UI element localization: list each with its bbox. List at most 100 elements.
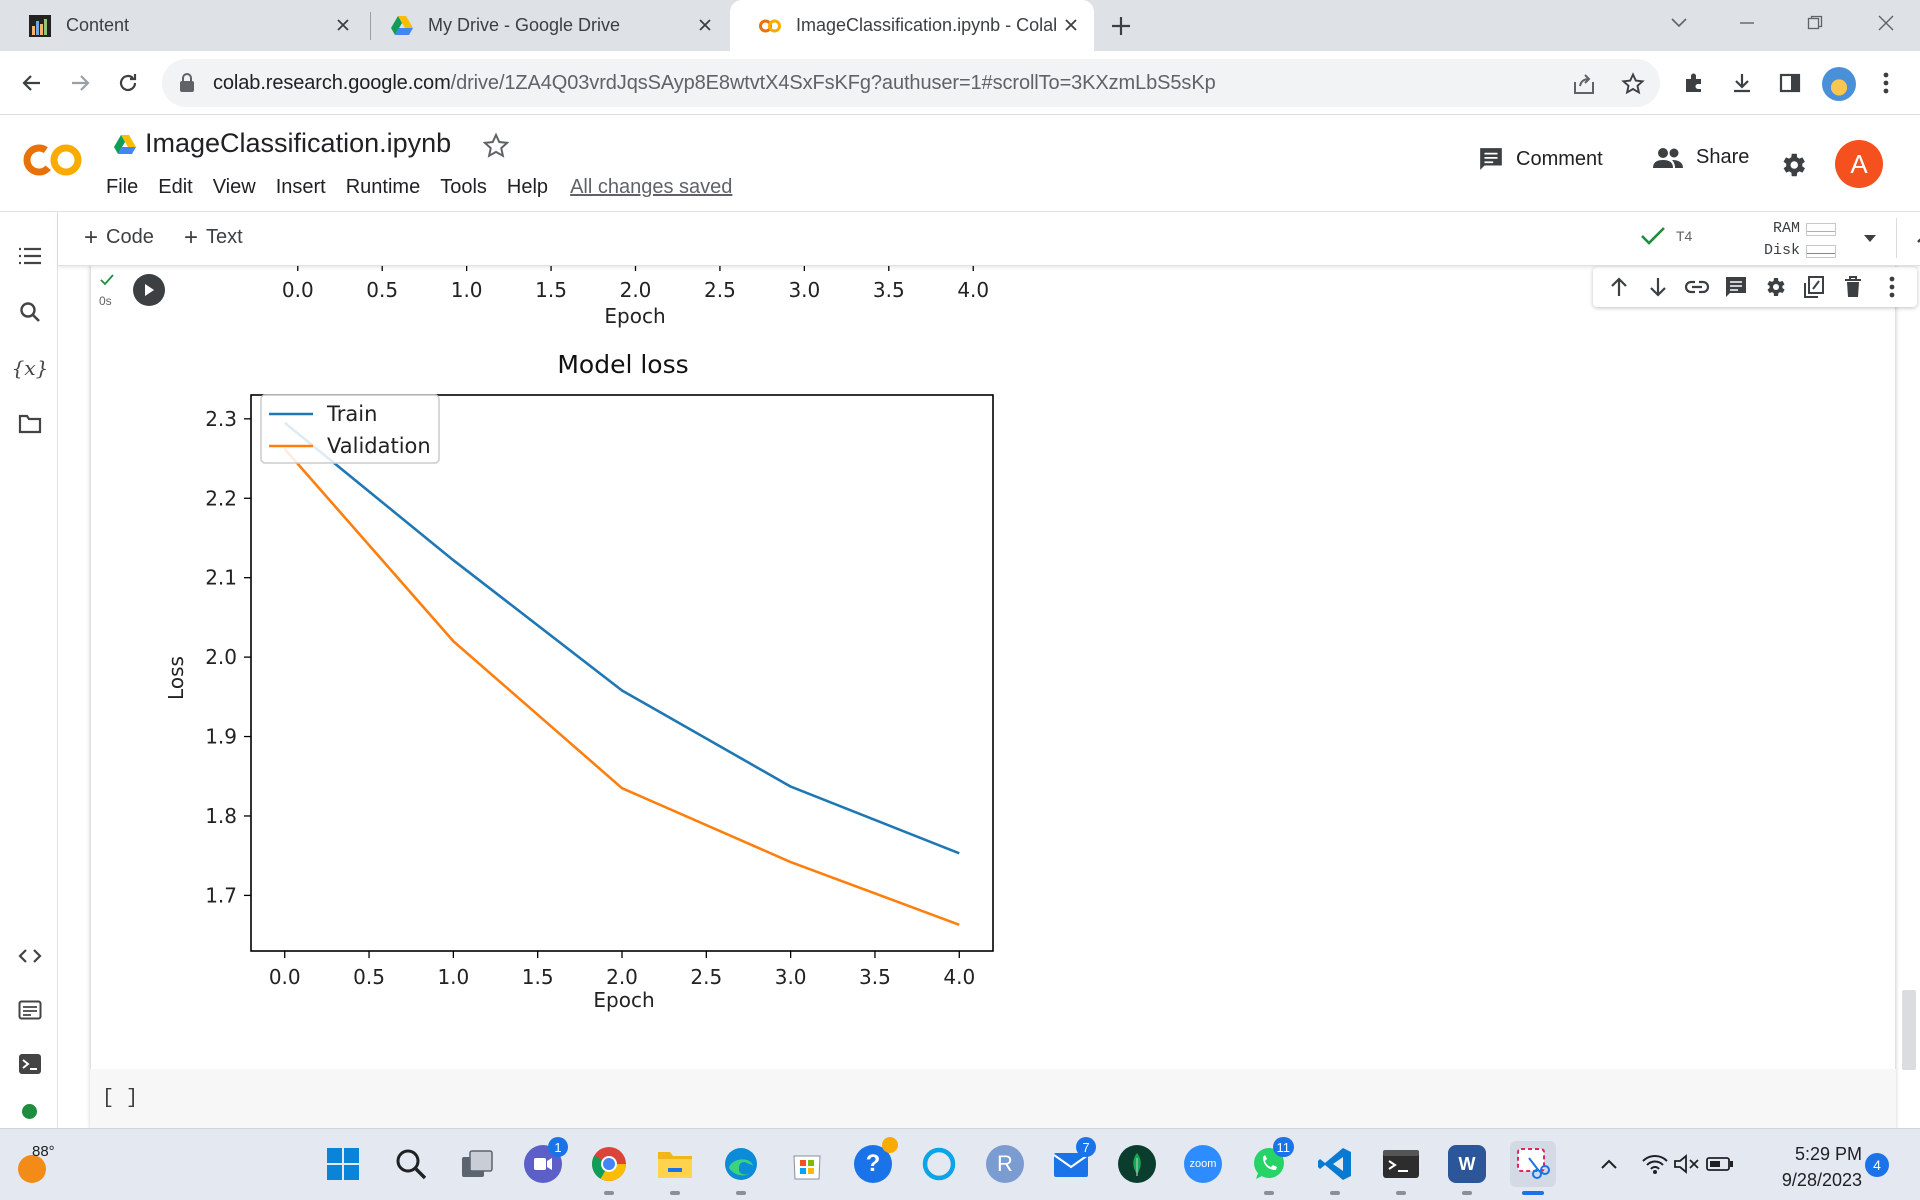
x-tick-label: 0.0 — [269, 965, 301, 989]
microsoft-store-button[interactable] — [784, 1141, 830, 1187]
menu-file[interactable]: File — [106, 176, 139, 198]
tab-close-icon[interactable] — [1060, 14, 1082, 36]
settings-gear-icon[interactable] — [1778, 150, 1808, 180]
word-button[interactable]: W — [1444, 1141, 1490, 1195]
comment-cell-icon[interactable] — [1722, 273, 1750, 301]
comment-button[interactable]: Comment — [1478, 146, 1603, 172]
r-app-button[interactable]: R — [982, 1141, 1028, 1187]
teams-chat-button[interactable]: 1 — [520, 1137, 568, 1187]
colab-header: ImageClassification.ipynb File Edit View… — [0, 116, 1920, 212]
tab-search-icon[interactable] — [1659, 8, 1699, 38]
mirror-cell-icon[interactable] — [1800, 273, 1828, 301]
google-drive-icon[interactable] — [113, 134, 137, 156]
terminal-icon[interactable] — [14, 1048, 46, 1080]
variables-icon[interactable]: {x} — [11, 356, 49, 380]
share-button[interactable]: Share — [1652, 146, 1749, 169]
forward-arrow-icon[interactable] — [64, 67, 96, 99]
x-tick-label: 3.5 — [859, 965, 891, 989]
move-up-icon[interactable] — [1605, 273, 1633, 301]
wifi-icon[interactable] — [1640, 1149, 1670, 1179]
tab-content[interactable]: Content — [0, 0, 366, 51]
menu-help[interactable]: Help — [506, 176, 549, 198]
store-icon — [793, 1155, 821, 1180]
browser-menu-icon[interactable] — [1870, 67, 1902, 99]
delete-icon[interactable] — [1839, 273, 1867, 301]
empty-code-cell[interactable]: [ ] — [90, 1069, 1896, 1128]
whatsapp-button[interactable]: 11 — [1246, 1137, 1294, 1195]
tab-colab-notebook[interactable]: ImageClassification.ipynb - Colab — [730, 0, 1094, 51]
add-text-button[interactable]: + Text — [184, 225, 243, 249]
window-close-icon[interactable] — [1866, 8, 1906, 38]
more-options-icon[interactable] — [1878, 273, 1906, 301]
new-tab-icon[interactable] — [1106, 11, 1136, 41]
link-icon[interactable] — [1683, 273, 1711, 301]
star-icon[interactable] — [482, 132, 510, 160]
task-view-button[interactable] — [454, 1141, 500, 1187]
edge-button[interactable] — [718, 1141, 764, 1195]
execution-time: 0s — [99, 294, 112, 308]
download-icon[interactable] — [1726, 67, 1758, 99]
mail-button[interactable]: 7 — [1048, 1137, 1096, 1187]
show-hidden-icons-chevron[interactable] — [1594, 1149, 1624, 1179]
help-button[interactable]: ? — [850, 1137, 898, 1187]
tab-google-drive[interactable]: My Drive - Google Drive — [362, 0, 728, 51]
resource-monitor[interactable]: RAM Disk — [1764, 218, 1837, 262]
legend-train-label: Train — [326, 402, 377, 426]
search-icon[interactable] — [14, 296, 46, 328]
add-code-button[interactable]: + Code — [84, 225, 154, 249]
notification-count-badge[interactable]: 4 — [1865, 1153, 1889, 1177]
runtime-status[interactable]: T4 — [1640, 226, 1692, 246]
volume-muted-icon[interactable] — [1672, 1149, 1702, 1179]
add-code-label: Code — [106, 226, 154, 248]
menu-view[interactable]: View — [212, 176, 256, 198]
table-of-contents-icon[interactable] — [14, 240, 46, 272]
runtime-dropdown-icon[interactable] — [1861, 229, 1879, 247]
previous-plot-x-tick-label: 4.0 — [957, 278, 989, 302]
bookmark-star-icon[interactable] — [1620, 71, 1646, 97]
system-clock[interactable]: 5:29 PM 9/28/2023 — [1762, 1141, 1862, 1193]
cortana-button[interactable] — [916, 1141, 962, 1187]
reload-icon[interactable] — [112, 67, 144, 99]
back-arrow-icon[interactable] — [16, 67, 48, 99]
snipping-tool-button[interactable] — [1510, 1141, 1556, 1195]
share-page-icon[interactable] — [1571, 71, 1597, 97]
x-tick-label: 2.0 — [606, 965, 638, 989]
battery-icon[interactable] — [1705, 1149, 1735, 1179]
side-panel-icon[interactable] — [1774, 67, 1806, 99]
menu-edit[interactable]: Edit — [158, 176, 193, 198]
zoom-button[interactable]: zoom — [1180, 1141, 1226, 1187]
chart-title: Model loss — [557, 350, 688, 379]
save-status[interactable]: All changes saved — [570, 176, 733, 198]
tab-close-icon[interactable] — [332, 14, 354, 36]
terminal-button[interactable] — [1378, 1141, 1424, 1195]
code-cell[interactable]: 0s 0.0 0.5 1.0 1.5 2.0 2.5 3.0 3.5 4.0 Epoch M — [90, 266, 1917, 1128]
notebook-title[interactable]: ImageClassification.ipynb — [145, 128, 452, 158]
file-explorer-button[interactable] — [652, 1141, 698, 1195]
browser-profile-avatar[interactable] — [1822, 67, 1856, 101]
move-down-icon[interactable] — [1644, 273, 1672, 301]
menu-runtime[interactable]: Runtime — [345, 176, 421, 198]
collapse-header-icon[interactable] — [1913, 226, 1920, 250]
menu-insert[interactable]: Insert — [275, 176, 326, 198]
command-palette-icon[interactable] — [14, 994, 46, 1026]
start-button[interactable] — [320, 1141, 366, 1187]
mongodb-button[interactable] — [1114, 1141, 1160, 1187]
colab-logo[interactable] — [22, 140, 84, 180]
chrome-button[interactable] — [586, 1141, 632, 1195]
minimize-icon[interactable] — [1727, 8, 1767, 38]
vscode-button[interactable] — [1312, 1141, 1358, 1195]
address-bar[interactable]: colab.research.google.com/drive/1ZA4Q03v… — [162, 59, 1660, 107]
menu-tools[interactable]: Tools — [440, 176, 487, 198]
extensions-puzzle-icon[interactable] — [1678, 67, 1710, 99]
notebook-scrollbar[interactable] — [1902, 990, 1916, 1070]
user-avatar[interactable]: A — [1835, 140, 1883, 188]
files-folder-icon[interactable] — [14, 408, 46, 440]
taskbar-search[interactable] — [388, 1141, 434, 1187]
tab-close-icon[interactable] — [694, 14, 716, 36]
restore-icon[interactable] — [1795, 8, 1835, 38]
cell-settings-icon[interactable] — [1761, 273, 1789, 301]
chat-icon — [524, 1145, 562, 1183]
code-snippets-icon[interactable] — [14, 940, 46, 972]
weather-widget[interactable]: 88° — [14, 1143, 55, 1183]
run-cell-button[interactable] — [133, 274, 165, 306]
